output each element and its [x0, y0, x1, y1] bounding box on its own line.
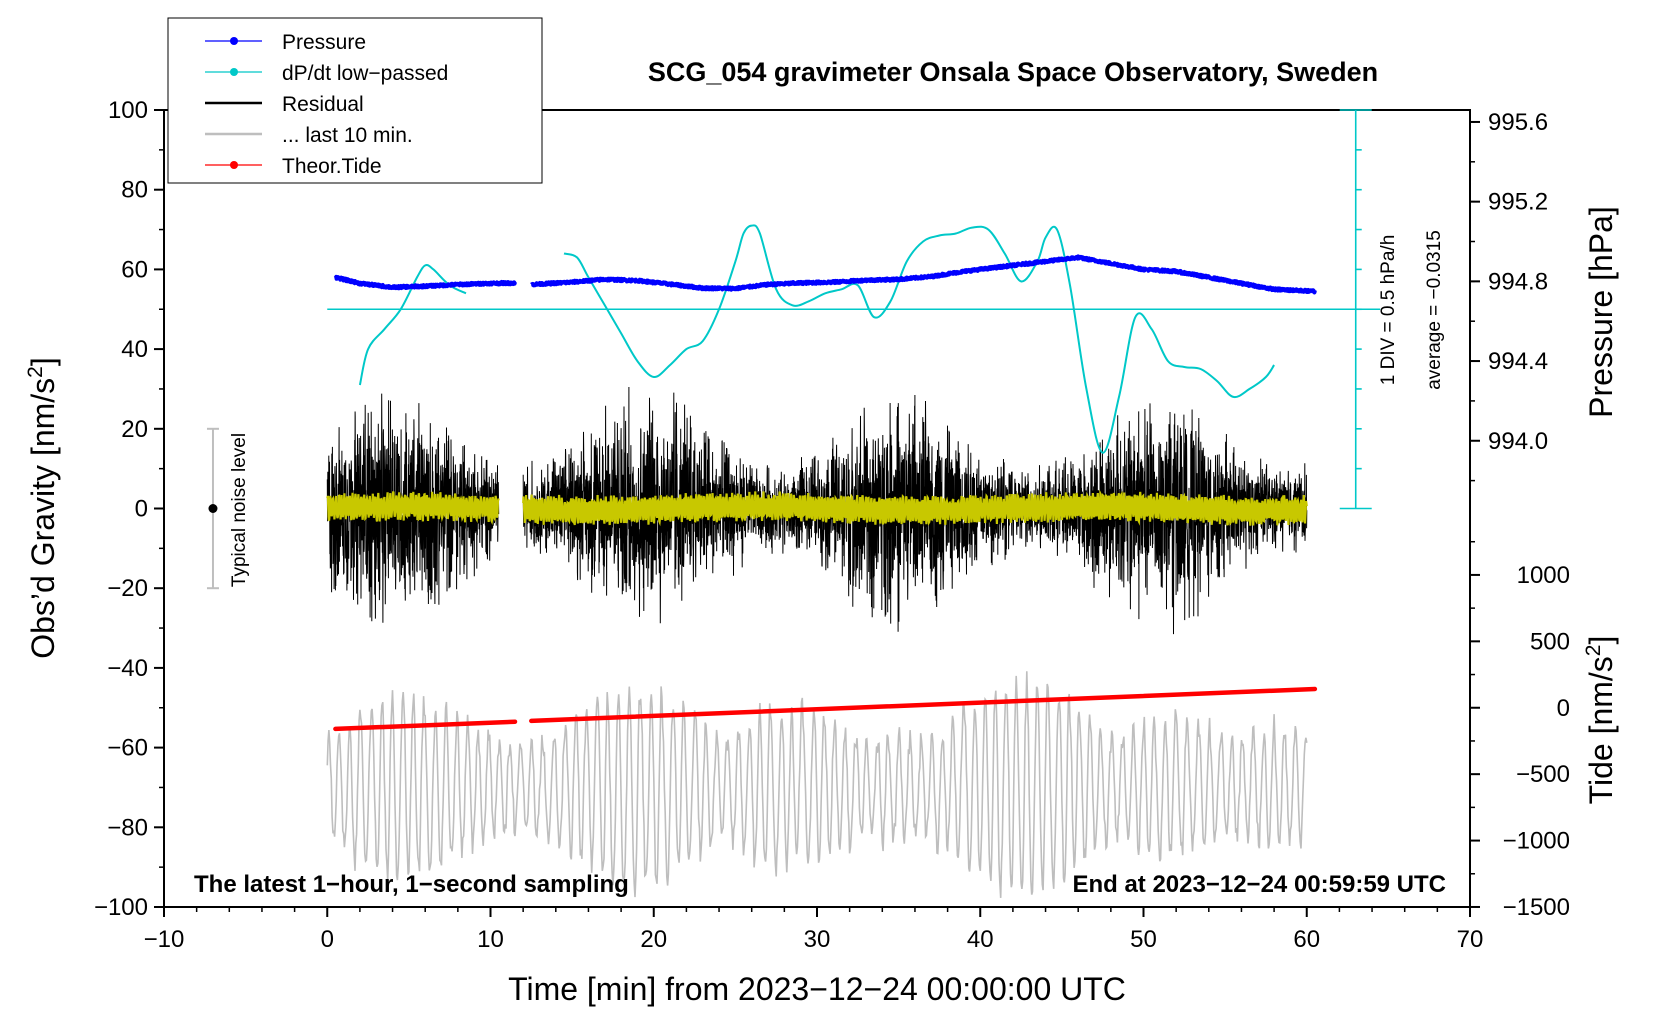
noise-level-dot [208, 504, 218, 513]
dpdt-average-label: average = −0.0315 [1424, 230, 1445, 390]
chart-title: SCG_054 gravimeter Onsala Space Observat… [648, 57, 1378, 87]
pressure-tick-label: 995.2 [1488, 189, 1548, 216]
legend-label: Pressure [282, 31, 366, 54]
dpdt-series [358, 224, 1275, 454]
y-tick-label: 20 [121, 416, 148, 443]
last-10-min-line [326, 671, 1308, 898]
tide-tick-label: 500 [1530, 628, 1570, 655]
residual-smoothed-segment-2 [522, 489, 1308, 527]
legend: Pressure dP/dt low−passed Residual ... last… [167, 17, 543, 184]
pressure-tick-label: 994.4 [1488, 348, 1548, 375]
x-tick-label: 60 [1293, 926, 1320, 953]
x-tick-label: −10 [144, 926, 185, 953]
legend-box [167, 17, 543, 184]
theor-tide-series [333, 686, 1318, 732]
x-tick-label: 70 [1457, 926, 1484, 953]
legend-marker [230, 68, 238, 76]
x-tick-label: 20 [640, 926, 667, 953]
tide-line-segment-1 [333, 719, 518, 732]
x-tick-label: 0 [321, 926, 334, 953]
y-axis-pressure: 994.0 994.4 994.8 995.2 995.6 [1470, 109, 1548, 482]
pressure-series [333, 254, 1317, 295]
y-tick-label: 0 [135, 496, 148, 523]
tide-tick-label: −1500 [1503, 894, 1570, 921]
pressure-line-segment-2 [529, 254, 1317, 295]
y-axis-tide: −1500 −1000 −500 0 500 1000 [1470, 540, 1570, 921]
legend-label: Residual [282, 93, 364, 116]
y-axis-title-pressure: Pressure [hPa] [1583, 206, 1619, 418]
x-tick-label: 40 [967, 926, 994, 953]
footer-right: End at 2023−12−24 00:59:59 UTC [1072, 871, 1446, 898]
x-axis-title: Time [min] from 2023−12−24 00:00:00 UTC [508, 971, 1126, 1007]
legend-label: ... last 10 min. [282, 124, 413, 147]
y-tick-label: −20 [107, 575, 148, 602]
tide-tick-label: −500 [1516, 761, 1570, 788]
pressure-line-segment-1 [333, 274, 517, 291]
y-tick-label: 80 [121, 177, 148, 204]
residual-smoothed-series [326, 489, 1308, 527]
x-axis: −10 0 10 20 30 40 50 60 70 [144, 907, 1484, 953]
x-tick-label: 10 [477, 926, 504, 953]
y-tick-label: 40 [121, 336, 148, 363]
residual-line-segment-2 [522, 386, 1308, 635]
dpdt-line-segment-1 [358, 264, 467, 386]
y-tick-label: 100 [108, 97, 148, 124]
residual-smoothed-segment-1 [326, 491, 500, 526]
footer-left: The latest 1−hour, 1−second sampling [194, 871, 629, 898]
pressure-tick-label: 994.8 [1488, 268, 1548, 295]
y-tick-label: 60 [121, 256, 148, 283]
y-tick-label: −40 [107, 655, 148, 682]
y-axis-gravity: −100 −80 −60 −40 −20 0 20 40 60 80 100 [94, 97, 164, 921]
dpdt-line-segment-2 [563, 224, 1275, 454]
legend-marker [230, 161, 238, 169]
y-axis-title-gravity: Obs’d Gravity [nm/s2] [24, 357, 61, 659]
tide-tick-label: 1000 [1517, 562, 1570, 589]
x-tick-label: 50 [1130, 926, 1157, 953]
pressure-tick-label: 994.0 [1488, 428, 1548, 455]
y-tick-label: −80 [107, 814, 148, 841]
y-tick-label: −100 [94, 894, 148, 921]
last-10-min-series [326, 671, 1308, 898]
x-tick-label: 30 [804, 926, 831, 953]
dpdt-scale-label: 1 DIV = 0.5 hPa/h [1378, 235, 1399, 386]
annotations [206, 109, 1381, 590]
y-axis-title-tide: Tide [nm/s2] [1582, 636, 1619, 805]
tide-line-segment-2 [529, 686, 1318, 724]
noise-level-label: Typical noise level [229, 433, 250, 587]
tide-tick-label: −1000 [1503, 828, 1570, 855]
tide-tick-label: 0 [1557, 695, 1570, 722]
legend-label: Theor.Tide [282, 155, 382, 178]
pressure-tick-label: 995.6 [1488, 109, 1548, 136]
legend-label: dP/dt low−passed [282, 62, 448, 85]
y-tick-label: −60 [107, 735, 148, 762]
legend-marker [230, 37, 238, 45]
